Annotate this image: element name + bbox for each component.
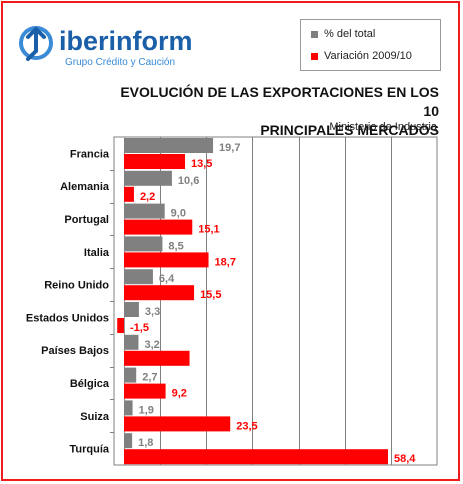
data-label-variation: 23,5 [236,420,257,432]
data-label-variation: 2,2 [140,191,155,203]
data-label-variation: -1,5 [130,322,149,334]
category-label: Alemania [60,181,110,193]
bar-variation [124,416,231,432]
legend-item-total: % del total [311,27,375,41]
bar-total [124,170,172,186]
legend-label-total: % del total [324,28,376,40]
category-label: Italia [84,247,110,259]
data-label-variation: 15,1 [198,224,219,236]
bar-total [124,302,139,317]
bar-variation [124,285,195,301]
category-label: Turquía [69,444,109,456]
iberinform-logo-icon [19,26,53,61]
chart-title-line-1: EVOLUCIÓN DE LAS EXPORTACIONES EN LOS 10 [120,84,439,119]
category-label: Bélgica [70,378,110,390]
iberinform-logo: iberinform Grupo Crédito y Caución [19,21,219,71]
bar-variation [117,318,124,333]
data-label-total: 8,5 [168,240,183,252]
bar-total [124,400,133,416]
data-label-variation: 13,5 [191,158,212,170]
data-label-total: 1,9 [139,404,154,416]
category-label: Reino Unido [44,280,109,292]
data-label-total: 9,0 [171,208,186,220]
bar-total [124,334,139,350]
bar-total [124,138,214,153]
data-label-total: 3,3 [145,306,160,318]
plot-area [113,136,438,466]
brand-name: iberinform [59,26,193,56]
data-label-total: 19,7 [219,142,240,154]
bar-variation [124,219,193,235]
data-label-total: 10,6 [178,175,199,187]
legend: % del total Variación 2009/10 [300,19,441,71]
bar-variation [124,186,134,202]
bar-total [124,433,133,449]
legend-swatch-total [311,30,318,38]
bar-total [124,203,165,219]
bar-variation [124,252,209,268]
bar-variation [124,154,186,169]
category-label: Suiza [80,411,110,423]
data-label-variation: 58,4 [394,453,416,465]
category-label: Estados Unidos [26,312,109,324]
category-label: Francia [70,148,110,160]
data-label-total: 1,8 [138,437,153,449]
category-label: Portugal [64,214,109,226]
chart-title-line-2: PRINCIPALES MERCADOS [260,122,439,138]
data-label-variation: 18,7 [215,256,236,268]
bar-total [124,367,137,383]
legend-label-variation: Variación 2009/10 [324,50,412,62]
chart-title: EVOLUCIÓN DE LAS EXPORTACIONES EN LOS 10… [103,83,439,140]
chart-subtitle: Ministerio de Industria [329,121,437,133]
bar-variation [124,350,190,366]
category-label: Países Bajos [41,345,109,357]
data-label-total: 2,7 [142,372,157,384]
data-label-variation: 9,2 [172,388,187,400]
legend-swatch-variation [311,52,318,60]
bar-total [124,269,153,285]
brand-tagline: Grupo Crédito y Caución [65,57,175,68]
data-label-variation: 15,5 [200,289,221,301]
data-label-total: 3,2 [144,339,159,351]
bar-variation [124,383,166,399]
data-label-total: 6,4 [159,273,175,285]
bar-total [124,236,163,252]
legend-item-variation: Variación 2009/10 [311,49,412,63]
bar-variation [124,449,388,465]
